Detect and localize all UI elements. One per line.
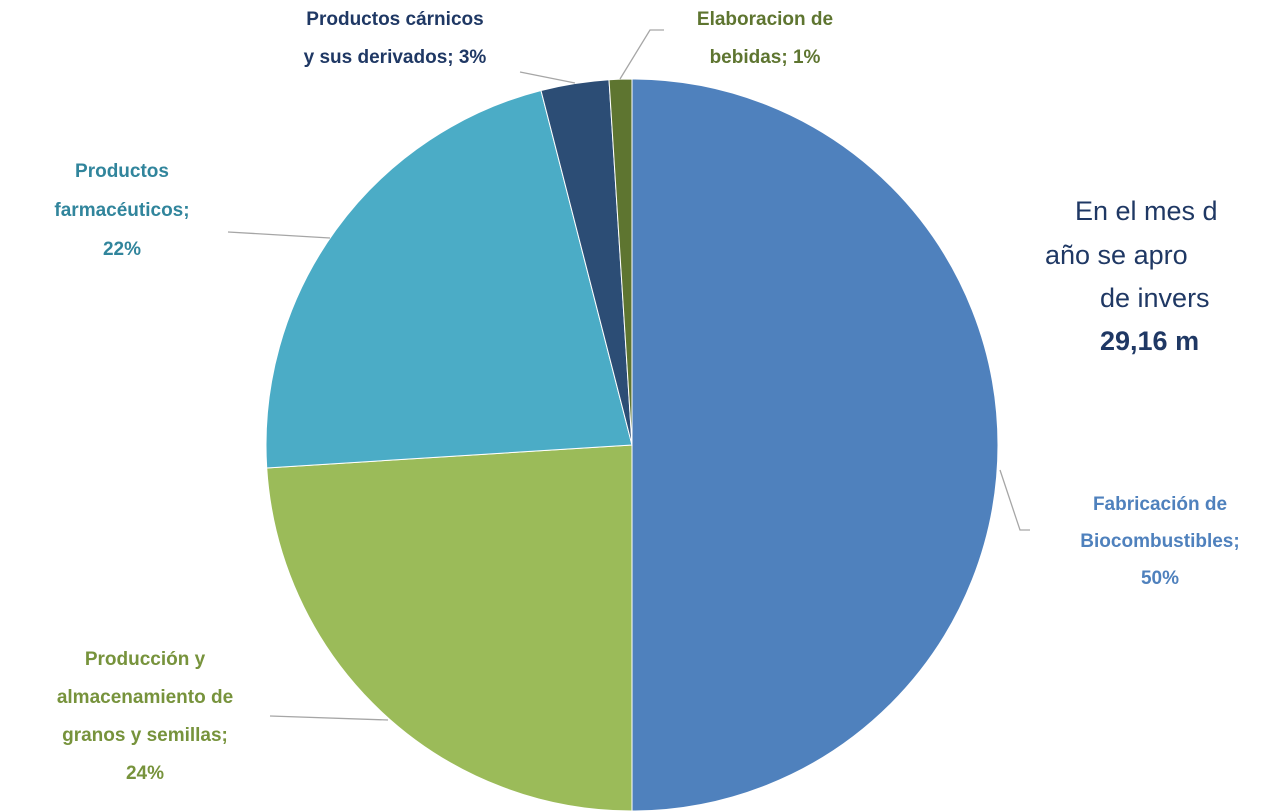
leader-line: [269, 715, 389, 721]
leader-line: [227, 231, 331, 239]
label-line: Productos: [75, 161, 169, 182]
leader-line: [619, 29, 664, 80]
annotation-line: de invers: [1100, 283, 1210, 313]
annotation: En el mes d año se apro de invers 29,16 m: [1045, 196, 1218, 356]
data-label: Elaboracion de bebidas; 1%: [697, 9, 833, 68]
annotation-line: año se apro: [1045, 240, 1188, 270]
label-line: Fabricación de: [1093, 494, 1227, 515]
label-line: granos y semillas;: [62, 725, 228, 746]
pie-slice: [631, 78, 999, 811]
label-line: 22%: [103, 239, 141, 260]
pie-slice: [266, 444, 633, 811]
data-label: Fabricación de Biocombustibles; 50%: [1080, 494, 1239, 589]
pie: [265, 78, 999, 811]
leader-line: [519, 71, 576, 84]
label-line: Elaboracion de: [697, 9, 833, 30]
label-line: almacenamiento de: [57, 687, 233, 708]
label-line: Producción y: [85, 649, 206, 670]
label-line: y sus derivados; 3%: [304, 47, 487, 68]
pie-slice: [265, 89, 633, 469]
label-line: Productos cárnicos: [306, 9, 483, 30]
leader-line: [999, 469, 1030, 531]
labels: Fabricación de Biocombustibles; 50% Producc…: [54, 9, 1239, 784]
data-label: Productos cárnicos y sus derivados; 3%: [304, 9, 487, 68]
label-line: Biocombustibles;: [1080, 531, 1239, 552]
label-line: 50%: [1141, 568, 1179, 589]
annotation-line: En el mes d: [1075, 196, 1218, 226]
label-line: 24%: [126, 763, 164, 784]
annotation-line: 29,16 m: [1100, 326, 1199, 356]
data-label: Productos farmacéuticos; 22%: [54, 161, 189, 260]
data-label: Producción y almacenamiento de granos y se…: [57, 649, 233, 784]
label-line: farmacéuticos;: [54, 200, 189, 221]
label-line: bebidas; 1%: [710, 47, 821, 68]
